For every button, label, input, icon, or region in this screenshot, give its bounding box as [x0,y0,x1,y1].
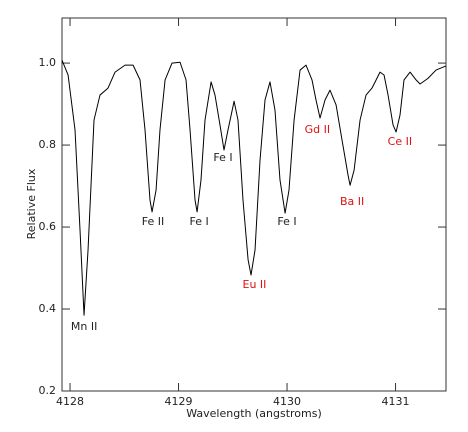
y-tick-label: 0.2 [39,384,57,397]
x-tick-label: 4129 [165,395,193,408]
line-label: Eu II [243,278,267,291]
plot-frame [61,17,447,392]
line-label: Mn II [71,320,97,333]
x-tick-label: 4130 [273,395,301,408]
y-tick-label: 0.4 [39,302,57,315]
y-axis-label: Relative Flux [25,168,38,239]
line-label: Ba II [340,195,364,208]
line-label: Fe I [190,215,209,228]
x-axis-label: Wavelength (angstroms) [186,407,322,420]
y-tick-label: 1.0 [39,56,57,69]
x-tick-label: 4128 [56,395,84,408]
line-label: Ce II [388,135,412,148]
line-label: Fe II [142,215,164,228]
line-label: Fe I [213,151,232,164]
y-tick-label: 0.6 [39,220,57,233]
y-tick-label: 0.8 [39,138,57,151]
x-tick-label: 4131 [382,395,410,408]
spectrum-line [61,60,447,316]
line-label: Fe I [277,215,296,228]
line-label: Gd II [305,123,331,136]
